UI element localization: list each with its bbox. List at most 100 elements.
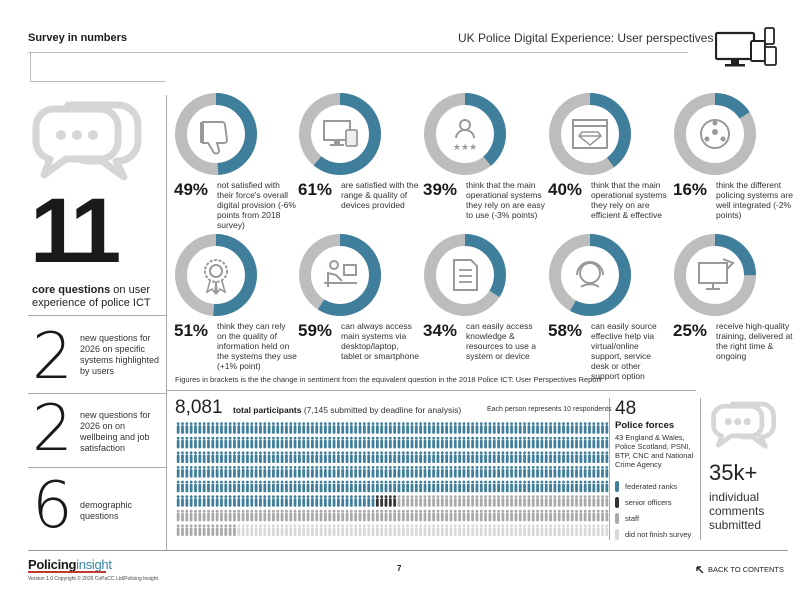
person-icon bbox=[510, 422, 513, 434]
person-icon bbox=[458, 480, 462, 493]
person-icon bbox=[449, 495, 453, 507]
person-icon bbox=[345, 466, 349, 478]
person-icon bbox=[250, 451, 254, 463]
person-icon bbox=[523, 451, 526, 463]
person-icon bbox=[505, 509, 509, 522]
person-icon bbox=[523, 466, 526, 478]
donut-value-arc bbox=[549, 93, 631, 175]
person-icon bbox=[267, 436, 271, 449]
person-icon bbox=[566, 509, 570, 522]
person-icon bbox=[259, 422, 262, 434]
person-icon bbox=[367, 495, 371, 507]
person-icon bbox=[228, 466, 232, 478]
person-icon bbox=[588, 509, 591, 522]
person-icon bbox=[601, 436, 604, 449]
person-icon bbox=[315, 436, 319, 449]
person-icon bbox=[198, 495, 202, 507]
person-icon bbox=[479, 422, 483, 434]
person-icon bbox=[570, 466, 574, 478]
side-stat-number: 6 bbox=[32, 469, 73, 543]
person-icon bbox=[423, 480, 427, 493]
person-icon bbox=[181, 509, 184, 522]
person-icon bbox=[211, 480, 215, 493]
stat-percentage: 59% bbox=[298, 321, 333, 340]
person-icon bbox=[233, 466, 236, 478]
person-icon bbox=[401, 451, 405, 463]
person-icon bbox=[484, 495, 487, 507]
person-icon bbox=[488, 480, 492, 493]
person-icon bbox=[367, 422, 371, 434]
person-icon bbox=[189, 495, 193, 507]
stat-percentage: 25% bbox=[673, 321, 708, 340]
person-icon bbox=[492, 509, 496, 522]
person-icon bbox=[323, 509, 327, 522]
person-icon bbox=[263, 436, 267, 449]
person-icon bbox=[588, 422, 591, 434]
person-icon bbox=[380, 422, 384, 434]
speech-bubbles-icon bbox=[32, 101, 142, 181]
person-icon bbox=[319, 436, 323, 449]
person-icon bbox=[566, 451, 570, 463]
person-icon bbox=[207, 436, 210, 449]
person-icon bbox=[310, 495, 314, 507]
person-icon bbox=[583, 509, 587, 522]
person-icon bbox=[427, 480, 431, 493]
person-icon bbox=[536, 466, 539, 478]
person-icon bbox=[358, 466, 362, 478]
person-icon bbox=[323, 524, 327, 536]
person-icon bbox=[224, 422, 228, 434]
back-to-contents-link[interactable]: BACK TO CONTENTS bbox=[696, 565, 784, 574]
person-icon bbox=[328, 480, 332, 493]
person-icon bbox=[484, 436, 487, 449]
person-icon bbox=[176, 422, 180, 434]
person-icon bbox=[453, 422, 457, 434]
award-icon bbox=[204, 259, 228, 296]
person-icon bbox=[557, 451, 561, 463]
person-icon bbox=[423, 436, 427, 449]
person-icon bbox=[215, 509, 219, 522]
person-icon bbox=[336, 466, 340, 478]
person-icon bbox=[380, 495, 384, 507]
person-icon bbox=[562, 422, 565, 434]
person-icon bbox=[449, 524, 453, 536]
person-icon bbox=[562, 509, 565, 522]
person-icon bbox=[332, 509, 336, 522]
column-divider bbox=[700, 398, 701, 540]
stat-percentage: 16% bbox=[673, 180, 708, 199]
person-icon bbox=[332, 451, 336, 463]
person-icon bbox=[570, 480, 574, 493]
person-icon bbox=[605, 451, 609, 463]
person-icon bbox=[302, 436, 306, 449]
person-icon bbox=[583, 436, 587, 449]
legend-staff: staff bbox=[615, 513, 639, 524]
person-icon bbox=[414, 480, 418, 493]
person-icon bbox=[384, 509, 388, 522]
policing-insight-logo[interactable]: Policinginsight bbox=[28, 557, 112, 572]
person-icon bbox=[427, 422, 431, 434]
person-icon bbox=[410, 466, 414, 478]
stat-percentage: 39% bbox=[423, 180, 458, 199]
person-icon bbox=[458, 509, 462, 522]
person-icon bbox=[336, 422, 340, 434]
person-icon bbox=[189, 451, 193, 463]
person-icon bbox=[588, 495, 591, 507]
person-icon bbox=[601, 509, 604, 522]
person-icon bbox=[410, 451, 414, 463]
person-icon bbox=[349, 480, 353, 493]
person-icon bbox=[553, 436, 557, 449]
stat-card: 61% are satisfied with the range & qualit… bbox=[298, 92, 424, 210]
person-icon bbox=[293, 495, 297, 507]
person-icon bbox=[579, 495, 583, 507]
comments-count: 35k+ bbox=[709, 460, 758, 485]
person-icon bbox=[518, 524, 522, 536]
person-icon bbox=[319, 422, 323, 434]
person-icon bbox=[592, 466, 596, 478]
participants-count: 8,081 bbox=[175, 397, 223, 418]
person-icon bbox=[215, 436, 219, 449]
person-icon bbox=[453, 480, 457, 493]
person-icon bbox=[523, 480, 526, 493]
person-icon bbox=[220, 509, 223, 522]
person-icon bbox=[362, 451, 366, 463]
person-icon bbox=[466, 422, 470, 434]
person-icon bbox=[401, 509, 405, 522]
